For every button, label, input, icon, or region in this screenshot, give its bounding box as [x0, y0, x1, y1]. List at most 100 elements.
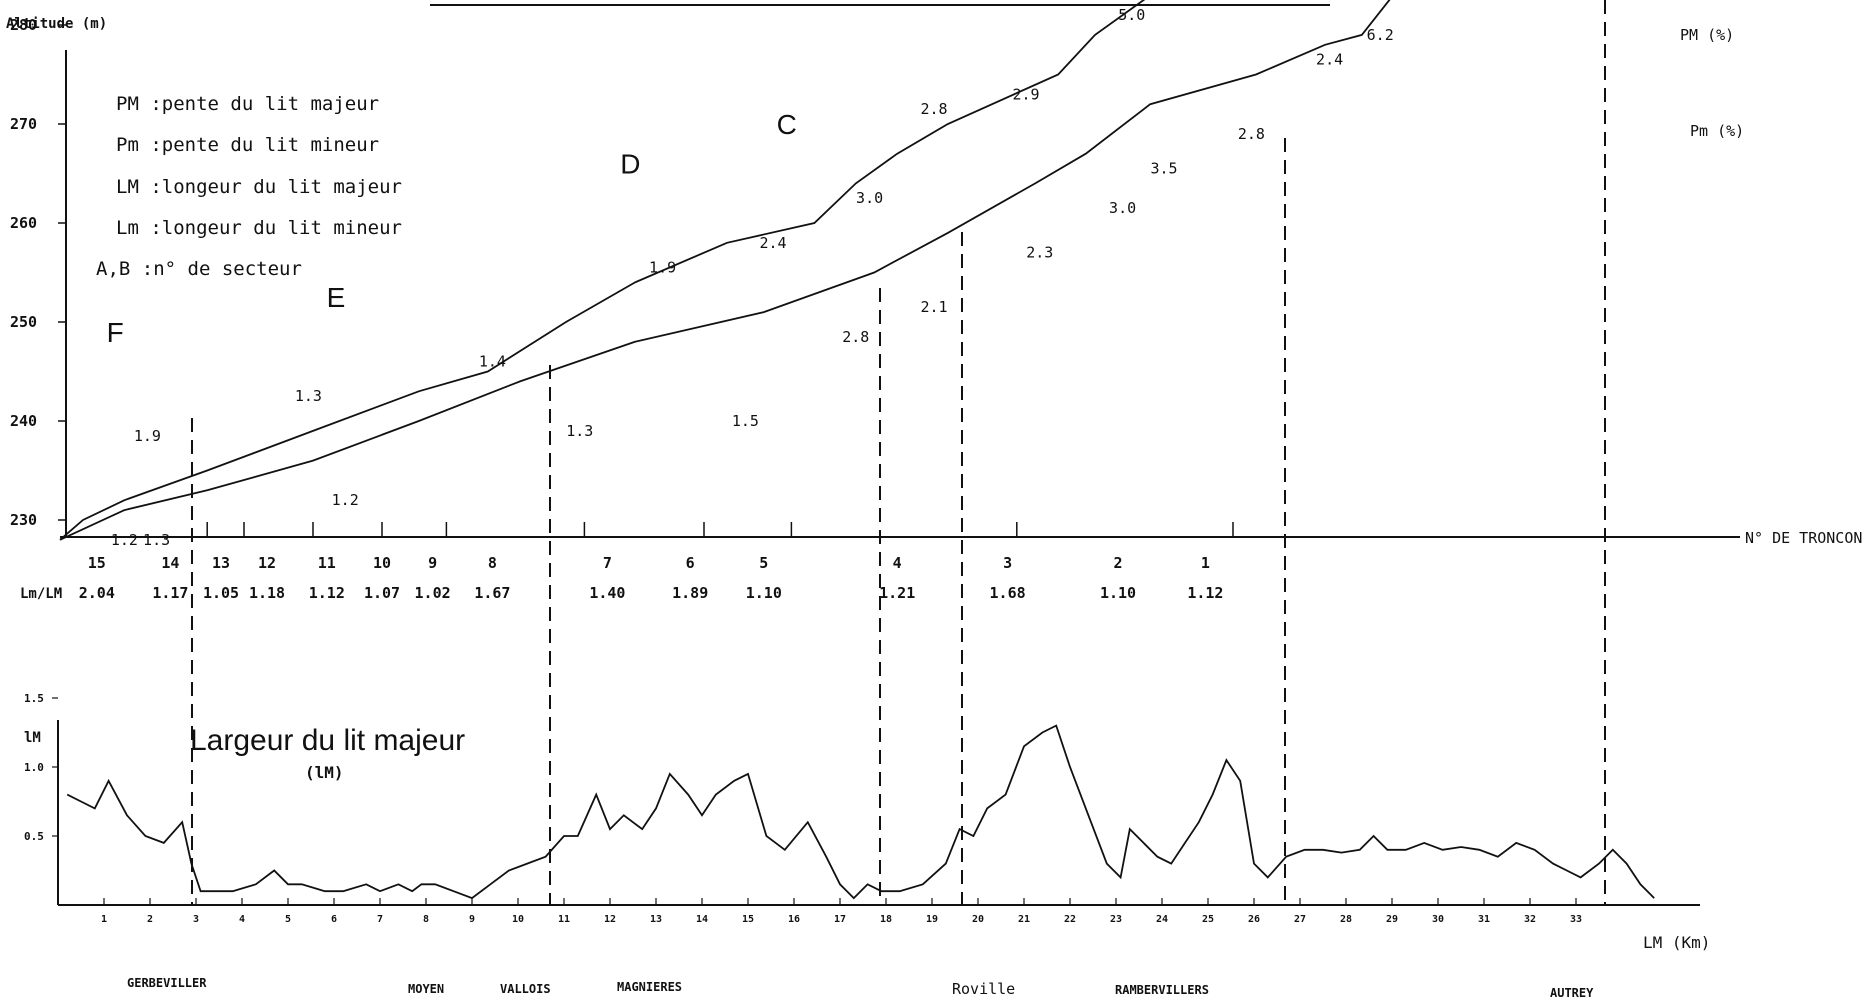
troncon-ratio: 1.21 [879, 584, 915, 602]
profile-series [59, 0, 1391, 541]
legend-entry: Lm :longeur du lit mineur [116, 217, 402, 239]
y-axis-label: Altitude (m) [6, 16, 107, 32]
troncon-number: 1 [1201, 554, 1210, 572]
y-tick-label: 250 [10, 313, 37, 331]
minor-bed-slope-labels: 1.21.31.21.31.52.82.12.33.03.52.82.46.25… [111, 26, 1394, 549]
slope-label: 1.2 [332, 491, 359, 509]
troncon-number: 9 [428, 554, 437, 572]
sector-letter: C [777, 109, 797, 140]
km-tick-label: 20 [972, 914, 984, 925]
profile-line [59, 0, 1146, 541]
place-name: VALLOIS [500, 982, 551, 996]
place-name: MOYEN [408, 982, 444, 996]
km-tick-label: 2 [147, 914, 153, 925]
km-tick-label: 14 [696, 914, 708, 925]
x-axis-label: N° DE TRONCON [1745, 529, 1862, 547]
troncon-number: 11 [318, 554, 336, 572]
km-tick-label: 4 [239, 914, 245, 925]
y-tick-label: 240 [10, 412, 37, 430]
km-tick-label: 33 [1570, 914, 1582, 925]
km-tick-label: 1 [101, 914, 107, 925]
troncon-ratio: 1.12 [1187, 584, 1223, 602]
width-series [66, 724, 1655, 900]
series-label-pm-minor: Pm (%) [1690, 122, 1744, 140]
place-name: RAMBERVILLERS [1115, 983, 1209, 997]
km-tick-label: 7 [377, 914, 383, 925]
width-chart-title: Largeur du lit majeur [190, 724, 465, 757]
width-y-axis-label: lM [24, 730, 41, 746]
slope-label: 6.2 [1367, 26, 1394, 44]
troncon-ratio: 2.04 [79, 584, 115, 602]
sector-letter: F [107, 317, 124, 348]
slope-label: 1.2 [111, 531, 138, 549]
y-tick-label: 230 [10, 511, 37, 529]
sector-letters: FEDCBA [107, 109, 797, 348]
slope-label: 2.4 [1316, 51, 1343, 69]
troncon-number: 12 [258, 554, 276, 572]
troncon-ratio: 1.89 [672, 584, 708, 602]
slope-label: 1.3 [143, 531, 170, 549]
place-name: GERBEVILLER [127, 976, 207, 990]
km-tick-label: 6 [331, 914, 337, 925]
slope-label: 2.9 [1012, 85, 1039, 103]
slope-label: 1.9 [649, 259, 676, 277]
troncon-ratio: 1.17 [152, 584, 188, 602]
slope-label: 3.0 [856, 189, 883, 207]
km-tick-label: 32 [1524, 914, 1536, 925]
troncon-number: 8 [488, 554, 497, 572]
km-tick-label: 13 [650, 914, 662, 925]
troncon-number: 13 [212, 554, 230, 572]
troncon-ratio: 1.67 [474, 584, 510, 602]
troncon-number: 14 [161, 554, 179, 572]
legend-entry: Pm :pente du lit mineur [116, 134, 379, 156]
floodplain-width-chart: Largeur du lit majeur (lM) lM 1.51.00.5 … [24, 692, 1710, 952]
width-line [66, 724, 1655, 900]
y-tick-label: 280 [10, 16, 37, 34]
y-tick-label: 260 [10, 214, 37, 232]
y-ticks: 230240250260270280290300310320 [10, 16, 66, 529]
troncon-ratio: 1.10 [746, 584, 782, 602]
slope-label: 3.5 [1150, 160, 1177, 178]
legend-entry: A,B :n° de secteur [96, 258, 302, 280]
troncon-number: 6 [686, 554, 695, 572]
sector-dividers [191, 0, 1606, 905]
slope-label: 3.0 [1109, 199, 1136, 217]
troncon-number: 2 [1113, 554, 1122, 572]
width-x-axis-label: LM (Km) [1643, 933, 1710, 952]
km-tick-label: 30 [1432, 914, 1444, 925]
km-tick-label: 12 [604, 914, 616, 925]
ratio-row-label: Lm/LM [20, 586, 62, 602]
slope-label: 2.8 [920, 100, 947, 118]
slope-label: 1.5 [732, 412, 759, 430]
slope-label: 2.3 [1026, 244, 1053, 262]
troncon-ratio: 1.68 [990, 584, 1026, 602]
slope-label: 1.9 [134, 427, 161, 445]
altitude-profile-chart: Altitude (m) 230240250260270280290300310… [6, 0, 1862, 602]
place-name: AUTREY [1550, 986, 1594, 1000]
km-tick-label: 19 [926, 914, 938, 925]
km-tick-label: 27 [1294, 914, 1306, 925]
troncon-numbers: 152.04141.17131.05121.18111.12101.0791.0… [79, 554, 1224, 602]
slope-label: 2.1 [920, 298, 947, 316]
width-chart-subtitle: (lM) [305, 763, 344, 782]
slope-label: 2.8 [842, 328, 869, 346]
legend: PM :pente du lit majeur Pm :pente du lit… [96, 93, 402, 280]
major-bed-slope-labels: 1.91.31.41.92.43.02.82.95.04.53.35.07.1 [134, 6, 1145, 445]
km-tick-label: 16 [788, 914, 800, 925]
troncon-number: 7 [603, 554, 612, 572]
troncon-ratio: 1.12 [309, 584, 345, 602]
km-tick-label: 26 [1248, 914, 1260, 925]
legend-entry: PM :pente du lit majeur [116, 93, 379, 115]
km-ticks: 1 2 3 4 5 6 7 8 9 10 11 12 13 14 15 16 17 18 19 20 21 22 23 24 2… [101, 898, 1582, 925]
place-name: Roville [952, 980, 1015, 998]
km-tick-label: 3 [193, 914, 199, 925]
km-tick-label: 18 [880, 914, 892, 925]
km-tick-label: 11 [558, 914, 570, 925]
km-tick-label: 21 [1018, 914, 1030, 925]
km-tick-label: 23 [1110, 914, 1122, 925]
km-tick-label: 15 [742, 914, 754, 925]
troncon-ratio: 1.07 [364, 584, 400, 602]
profile-line [59, 0, 1391, 541]
troncon-number: 5 [759, 554, 768, 572]
